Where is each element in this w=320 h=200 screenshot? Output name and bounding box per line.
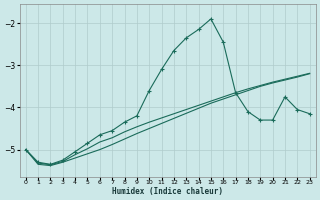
X-axis label: Humidex (Indice chaleur): Humidex (Indice chaleur) [112, 187, 223, 196]
